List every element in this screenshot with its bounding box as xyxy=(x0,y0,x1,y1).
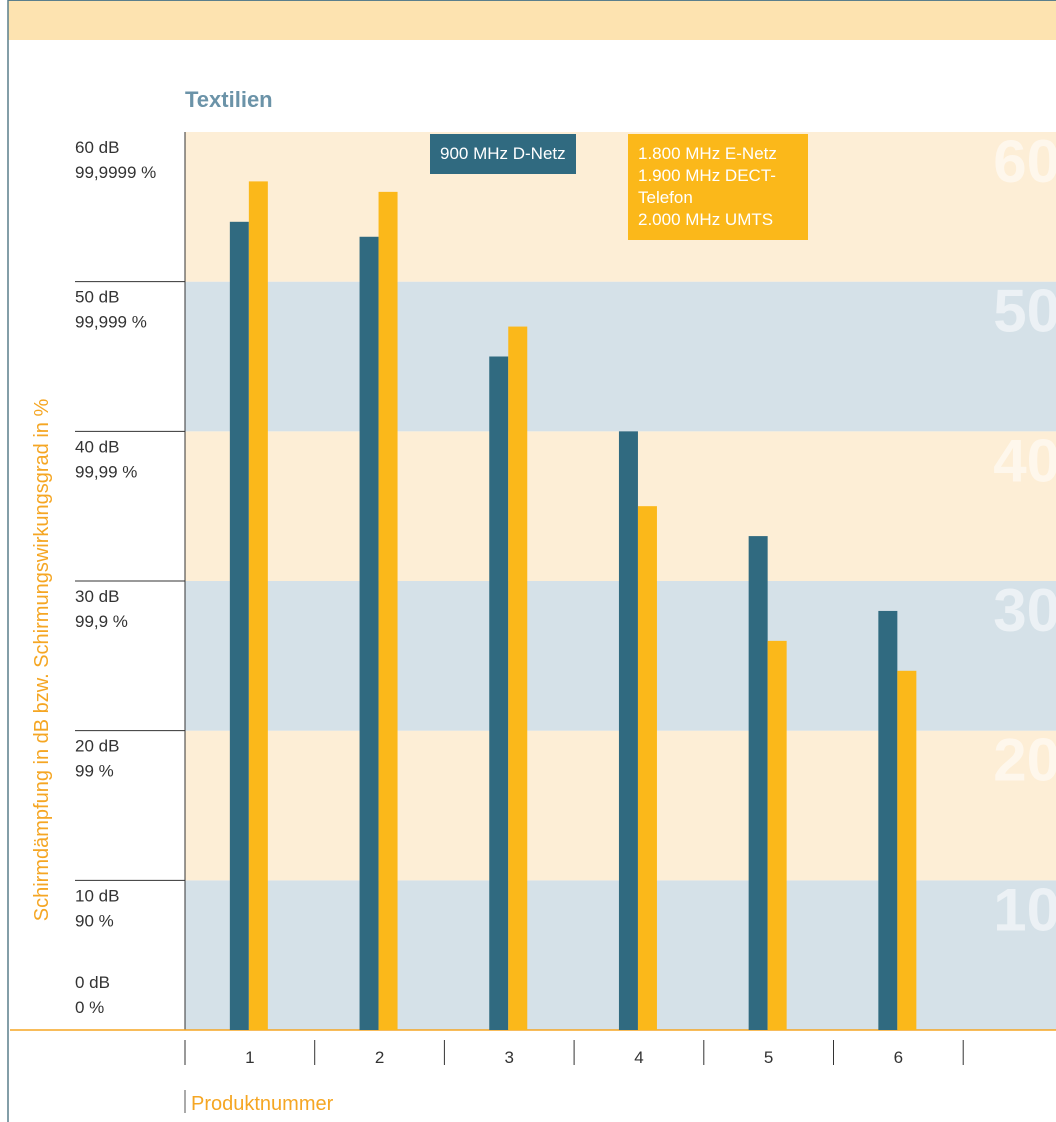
header-band xyxy=(8,0,1056,40)
band xyxy=(185,281,1056,432)
band-watermark: 30 xyxy=(993,577,1056,644)
x-tick-label: 4 xyxy=(634,1048,643,1067)
chart-title: Textilien xyxy=(185,87,273,112)
x-tick-label: 1 xyxy=(245,1048,254,1067)
bar xyxy=(229,221,249,1031)
y-tick-label: 40 dB xyxy=(75,437,119,456)
x-tick-label: 5 xyxy=(764,1048,773,1067)
bar xyxy=(378,191,398,1030)
band-watermark: 20 xyxy=(993,727,1056,794)
bar xyxy=(618,431,638,1030)
bar xyxy=(637,506,657,1031)
bar xyxy=(508,326,528,1031)
x-tick-label: 2 xyxy=(375,1048,384,1067)
y-tick-label: 10 dB xyxy=(75,886,119,905)
y-tick-percent-label: 99,999 % xyxy=(75,313,147,332)
legend-entry: 1.800 MHz E-Netz 1.900 MHz DECT-Telefon … xyxy=(628,134,808,240)
bar xyxy=(489,356,509,1030)
x-tick-label: 6 xyxy=(894,1048,903,1067)
bar xyxy=(767,640,787,1030)
bar xyxy=(248,181,268,1030)
bar xyxy=(359,236,379,1030)
legend-entry: 900 MHz D-Netz xyxy=(430,134,576,174)
y-tick-label: 50 dB xyxy=(75,288,119,307)
y-tick-percent-label: 99,99 % xyxy=(75,462,137,481)
y-tick-label: 60 dB xyxy=(75,138,119,157)
y-tick-percent-label: 0 % xyxy=(75,998,104,1017)
y-tick-label: 30 dB xyxy=(75,587,119,606)
bar xyxy=(897,670,917,1030)
y-tick-percent-label: 99 % xyxy=(75,762,114,781)
y-tick-label: 0 dB xyxy=(75,973,110,992)
y-tick-percent-label: 99,9 % xyxy=(75,612,128,631)
bar xyxy=(878,610,898,1030)
band-watermark: 40 xyxy=(993,427,1056,494)
band-watermark: 60 xyxy=(993,128,1056,195)
y-axis-label: Schirmdämpfung in dB bzw. Schirmungswirk… xyxy=(31,399,53,922)
x-axis-label: Produktnummer xyxy=(191,1093,334,1115)
x-tick-label: 3 xyxy=(505,1048,514,1067)
y-tick-percent-label: 99,9999 % xyxy=(75,163,156,182)
band-watermark: 50 xyxy=(993,278,1056,345)
y-tick-label: 20 dB xyxy=(75,737,119,756)
y-tick-percent-label: 90 % xyxy=(75,911,114,930)
bar xyxy=(748,536,768,1030)
band xyxy=(185,132,1056,282)
band-watermark: 10 xyxy=(993,876,1056,943)
